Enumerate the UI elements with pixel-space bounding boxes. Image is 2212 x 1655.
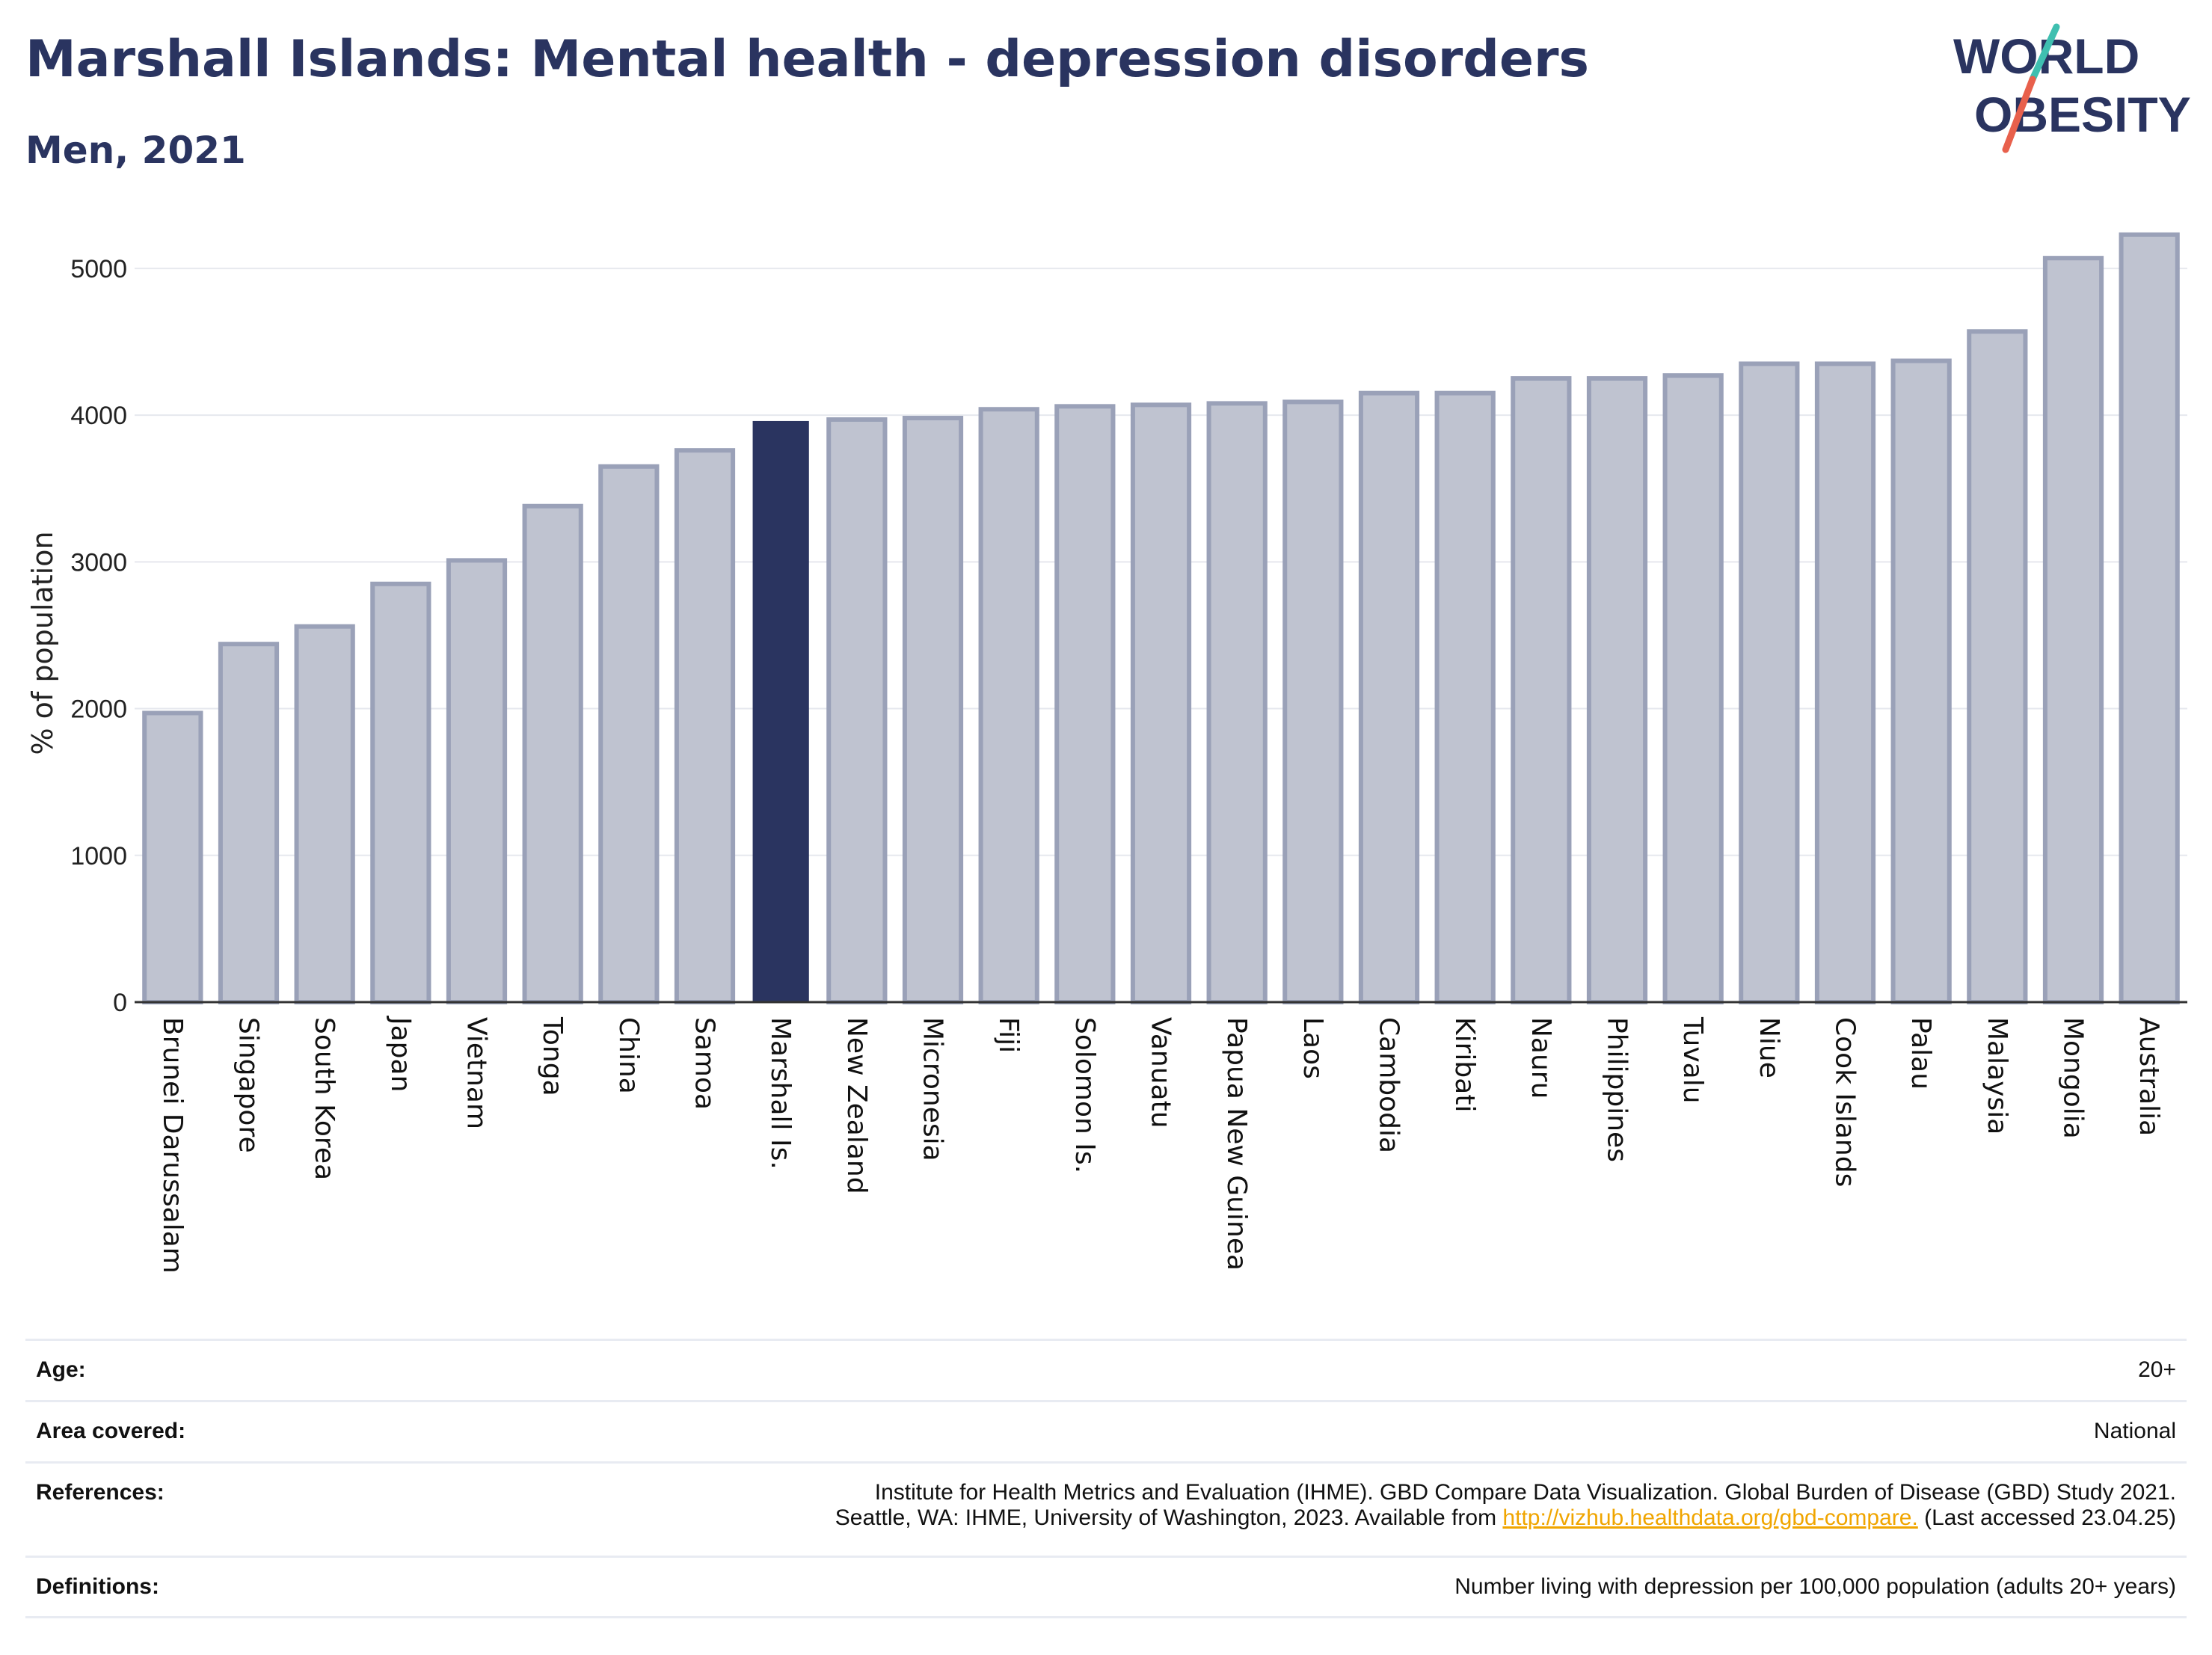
logo-slash-top bbox=[2029, 23, 2060, 83]
bar bbox=[752, 420, 809, 1002]
x-tick-label: Palau bbox=[1905, 1017, 1936, 1090]
x-tick-label: Mongolia bbox=[2058, 1017, 2089, 1139]
bar bbox=[1282, 399, 1344, 1004]
references-line1: Institute for Health Metrics and Evaluat… bbox=[874, 1480, 2176, 1505]
x-tick-label: Japan bbox=[385, 1016, 416, 1092]
x-tick-label: Nauru bbox=[1526, 1017, 1556, 1099]
bar bbox=[1511, 376, 1572, 1005]
x-tick-label: Tuvalu bbox=[1677, 1016, 1708, 1104]
x-tick-label: Papua New Guinea bbox=[1221, 1017, 1252, 1271]
definitions-value: Number living with depression per 100,00… bbox=[1454, 1574, 2176, 1599]
metadata-table: Age: 20+ Area covered: National Referenc… bbox=[25, 1339, 2187, 1618]
bar bbox=[1054, 404, 1116, 1004]
bar bbox=[1358, 390, 1420, 1004]
x-tick-label: South Korea bbox=[309, 1017, 340, 1180]
area-value: National bbox=[2093, 1419, 2176, 1443]
references-value: Institute for Health Metrics and Evaluat… bbox=[835, 1480, 2176, 1531]
bar bbox=[1967, 329, 2028, 1004]
bar bbox=[826, 417, 888, 1004]
x-tick-label: Tonga bbox=[537, 1016, 568, 1096]
x-tick-label: Niue bbox=[1754, 1017, 1784, 1078]
x-tick-label: Brunei Darussalam bbox=[157, 1017, 188, 1274]
bar bbox=[218, 642, 280, 1004]
bar bbox=[1890, 358, 1952, 1005]
bar bbox=[1814, 361, 1876, 1004]
y-tick-label: 3000 bbox=[70, 548, 127, 577]
x-tick-label: Singapore bbox=[233, 1017, 264, 1153]
bar bbox=[1586, 376, 1648, 1005]
references-label: References: bbox=[36, 1480, 165, 1505]
bar bbox=[2119, 232, 2180, 1004]
x-tick-label: Cook Islands bbox=[1830, 1017, 1861, 1187]
bar-chart: 0 1000 2000 3000 4000 5000 % of population Brun… bbox=[26, 232, 2187, 1274]
logo-slash-bottom bbox=[2002, 76, 2036, 153]
meta-row-definitions: Definitions: Number living with depressi… bbox=[25, 1556, 2187, 1618]
bar bbox=[370, 581, 431, 1004]
x-tick-label: Vanuatu bbox=[1146, 1017, 1176, 1129]
bar bbox=[2042, 256, 2104, 1004]
x-tick-label: China bbox=[613, 1017, 644, 1094]
bar bbox=[1206, 401, 1268, 1004]
y-tick-label: 4000 bbox=[70, 402, 127, 430]
bar bbox=[674, 448, 736, 1004]
x-tick-label: Samoa bbox=[689, 1017, 720, 1110]
bar bbox=[1739, 361, 1800, 1004]
chart-title: Marshall Islands: Mental health - depres… bbox=[25, 30, 1590, 89]
x-tick-label: Marshall Is. bbox=[765, 1017, 796, 1170]
y-tick-label: 2000 bbox=[70, 696, 127, 724]
meta-row-references: References: Institute for Health Metrics… bbox=[25, 1461, 2187, 1556]
bar bbox=[522, 503, 583, 1004]
x-tick-label: Vietnam bbox=[461, 1017, 492, 1129]
world-obesity-logo: WORLD OBESITY bbox=[1953, 23, 2191, 153]
meta-row-age: Age: 20+ bbox=[25, 1339, 2187, 1400]
x-tick-label: Malaysia bbox=[1982, 1017, 2012, 1134]
y-tick-label: 5000 bbox=[70, 255, 127, 283]
bar bbox=[598, 464, 660, 1004]
x-tick-label: Kiribati bbox=[1449, 1017, 1480, 1112]
age-label: Age: bbox=[36, 1357, 86, 1382]
x-tick-label: Philippines bbox=[1602, 1017, 1632, 1162]
x-tick-label: Solomon Is. bbox=[1069, 1017, 1100, 1173]
x-tick-label: Fiji bbox=[993, 1017, 1024, 1053]
age-value: 20+ bbox=[2138, 1357, 2176, 1382]
x-tick-label: Australia bbox=[2133, 1017, 2164, 1136]
y-tick-label: 1000 bbox=[70, 842, 127, 871]
area-label: Area covered: bbox=[36, 1419, 186, 1443]
bar bbox=[1130, 402, 1192, 1004]
x-tick-label: New Zealand bbox=[841, 1017, 872, 1194]
x-tick-label: Laos bbox=[1297, 1017, 1328, 1079]
meta-row-area: Area covered: National bbox=[25, 1400, 2187, 1461]
x-tick-label: Cambodia bbox=[1374, 1017, 1404, 1153]
bar bbox=[978, 407, 1039, 1004]
bar bbox=[446, 558, 508, 1004]
bar bbox=[1434, 390, 1496, 1004]
bar bbox=[1662, 373, 1724, 1004]
bar bbox=[902, 416, 964, 1004]
y-tick-label: 0 bbox=[113, 989, 127, 1017]
references-line2-pre: Seattle, WA: IHME, University of Washing… bbox=[835, 1505, 1497, 1530]
x-tick-label: Micronesia bbox=[918, 1017, 948, 1161]
y-axis-label: % of population bbox=[26, 531, 59, 755]
references-link[interactable]: http://vizhub.healthdata.org/gbd-compare… bbox=[1502, 1505, 1918, 1530]
references-line2-post: (Last accessed 23.04.25) bbox=[1924, 1505, 2176, 1530]
bar bbox=[294, 624, 355, 1005]
bar bbox=[142, 710, 203, 1004]
chart-subtitle: Men, 2021 bbox=[25, 129, 246, 172]
definitions-label: Definitions: bbox=[36, 1574, 159, 1599]
